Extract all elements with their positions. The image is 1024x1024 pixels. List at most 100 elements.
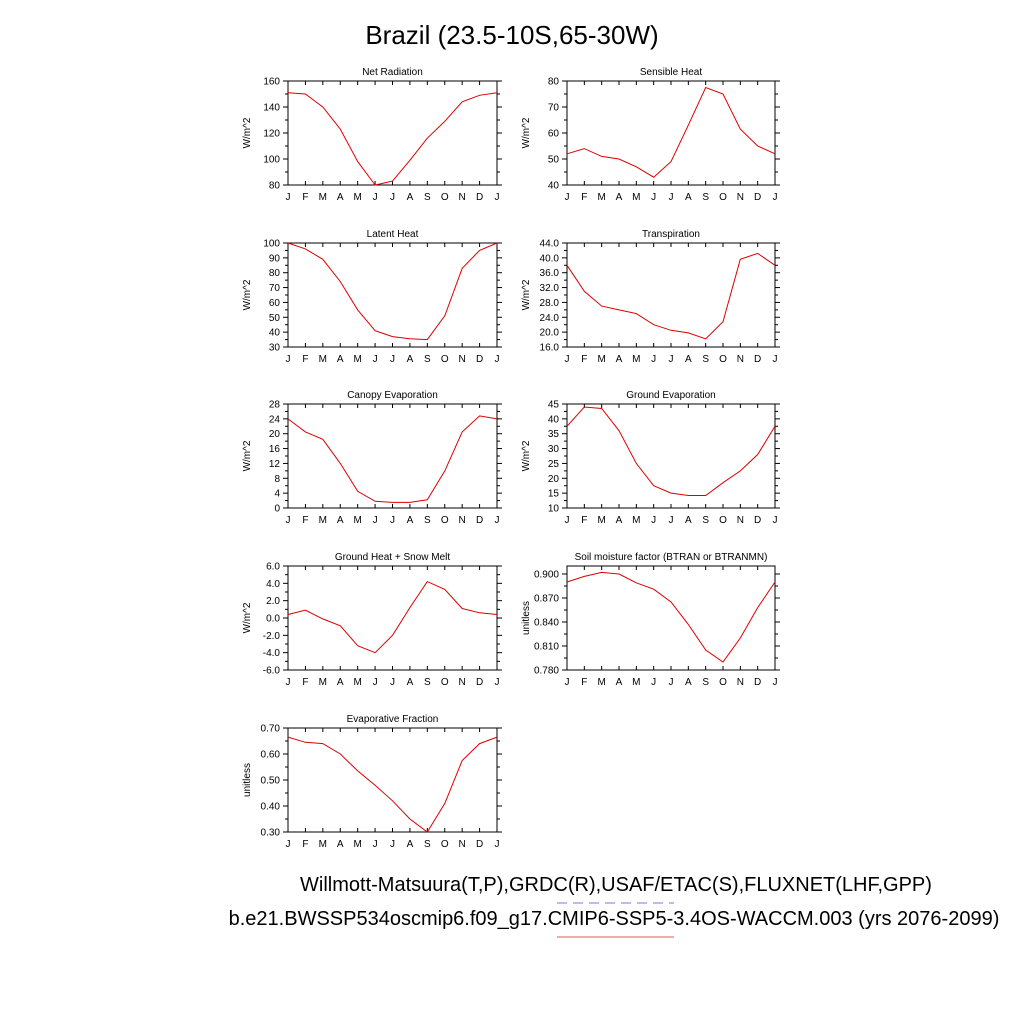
ground-heat-snow-melt-plot-frame (287, 565, 498, 671)
latent-heat-xtick-label: N (459, 354, 466, 365)
soil-moisture-factor-btran-or-btranmn-xtick-label: J (773, 677, 778, 688)
evaporative-fraction-ylabel: unitless (242, 763, 253, 797)
ground-heat-snow-melt-xtick-label: D (476, 677, 483, 688)
sensible-heat-ytick-label: 40 (548, 181, 560, 192)
ground-evaporation-ytick-label: 45 (548, 400, 560, 411)
transpiration-series-line (566, 252, 776, 340)
latent-heat-xtick-label: O (441, 354, 449, 365)
soil-moisture-factor-btran-or-btranmn-xtick-label: J (669, 677, 674, 688)
ground-evaporation-xtick-label: J (651, 515, 656, 526)
net-radiation-series-line (287, 92, 498, 186)
canopy-evaporation-title: Canopy Evaporation (347, 390, 438, 401)
ground-heat-snow-melt-xtick-label: O (441, 677, 449, 688)
canopy-evaporation-xtick-label: A (337, 515, 344, 526)
soil-moisture-factor-btran-or-btranmn-xtick-label: A (685, 677, 692, 688)
canopy-evaporation-xtick-label: J (495, 515, 500, 526)
latent-heat-xtick-label: J (286, 354, 291, 365)
transpiration-ytick-label: 44.0 (540, 239, 560, 250)
transpiration-xtick-label: N (737, 354, 744, 365)
ground-evaporation-xtick-label: D (754, 515, 761, 526)
latent-heat-title: Latent Heat (367, 229, 419, 240)
evaporative-fraction-xtick-label: A (337, 839, 344, 850)
ground-evaporation-xtick-label: O (719, 515, 727, 526)
transpiration-ylabel: W/m^2 (521, 279, 532, 310)
net-radiation-xtick-label: A (337, 192, 344, 203)
canopy-evaporation-ytick-label: 24 (269, 414, 281, 425)
transpiration-xtick-label: M (597, 354, 605, 365)
soil-moisture-factor-btran-or-btranmn-xtick-label: M (597, 677, 605, 688)
latent-heat-xtick-label: M (319, 354, 327, 365)
net-radiation-xtick-label: J (286, 192, 291, 203)
canopy-evaporation-ytick-label: 20 (269, 429, 281, 440)
latent-heat-xtick-label: M (353, 354, 361, 365)
soil-moisture-factor-btran-or-btranmn-ytick-label: 0.780 (534, 666, 559, 677)
evaporative-fraction-xtick-label: D (476, 839, 483, 850)
sensible-heat-ylabel: W/m^2 (521, 117, 532, 148)
latent-heat-xtick-label: A (407, 354, 414, 365)
evaporative-fraction-ytick-label: 0.40 (261, 802, 281, 813)
ground-evaporation-title: Ground Evaporation (626, 390, 716, 401)
sensible-heat-series-line (566, 86, 776, 178)
sensible-heat-xtick-label: M (597, 192, 605, 203)
transpiration-xtick-label: M (632, 354, 640, 365)
evaporative-fraction-series-line (287, 736, 498, 833)
transpiration-xtick-label: F (581, 354, 587, 365)
latent-heat-xtick-label: J (495, 354, 500, 365)
soil-moisture-factor-btran-or-btranmn-ytick-label: 0.900 (534, 570, 559, 581)
soil-moisture-factor-btran-or-btranmn-plot-frame (566, 565, 776, 671)
transpiration-xtick-label: S (702, 354, 709, 365)
ground-evaporation-ytick-label: 15 (548, 489, 560, 500)
canopy-evaporation-xtick-label: J (286, 515, 291, 526)
sensible-heat-xtick-label: N (737, 192, 744, 203)
ground-evaporation-xtick-label: F (581, 515, 587, 526)
ground-evaporation-ytick-label: 10 (548, 504, 560, 515)
net-radiation-xtick-label: J (495, 192, 500, 203)
ground-heat-snow-melt-ytick-label: 2.0 (266, 596, 280, 607)
latent-heat-xtick-label: S (424, 354, 431, 365)
sensible-heat-xtick-label: O (719, 192, 727, 203)
ground-evaporation-xtick-label: N (737, 515, 744, 526)
ground-heat-snow-melt-xtick-label: N (459, 677, 466, 688)
ground-heat-snow-melt-xtick-label: M (353, 677, 361, 688)
ground-evaporation-xtick-label: M (632, 515, 640, 526)
canopy-evaporation-xtick-label: J (390, 515, 395, 526)
soil-moisture-factor-btran-or-btranmn-xtick-label: A (616, 677, 623, 688)
net-radiation-xtick-label: S (424, 192, 431, 203)
latent-heat-ytick-label: 30 (269, 343, 281, 354)
ground-heat-snow-melt-xtick-label: F (302, 677, 308, 688)
canopy-evaporation-xtick-label: D (476, 515, 483, 526)
latent-heat-xtick-label: J (390, 354, 395, 365)
latent-heat-xtick-label: D (476, 354, 483, 365)
sensible-heat-xtick-label: A (616, 192, 623, 203)
transpiration-title: Transpiration (642, 229, 700, 240)
ground-evaporation-xtick-label: J (565, 515, 570, 526)
net-radiation-xtick-label: D (476, 192, 483, 203)
latent-heat-ytick-label: 40 (269, 328, 281, 339)
panel-soil-moisture-factor-btran-or-btranmn: Soil moisture factor (BTRAN or BTRANMN) J… (521, 552, 780, 688)
transpiration-ytick-label: 24.0 (540, 313, 560, 324)
transpiration-ytick-label: 40.0 (540, 253, 560, 264)
canopy-evaporation-ytick-label: 4 (274, 489, 280, 500)
transpiration-xtick-label: J (773, 354, 778, 365)
canopy-evaporation-xtick-label: M (353, 515, 361, 526)
ground-heat-snow-melt-xtick-label: S (424, 677, 431, 688)
sensible-heat-xtick-label: F (581, 192, 587, 203)
latent-heat-ytick-label: 70 (269, 283, 281, 294)
net-radiation-xtick-label: F (302, 192, 308, 203)
net-radiation-plot-frame (287, 80, 498, 186)
ground-heat-snow-melt-ytick-label: 6.0 (266, 562, 280, 573)
transpiration-xtick-label: J (651, 354, 656, 365)
canopy-evaporation-ylabel: W/m^2 (242, 440, 253, 471)
ground-evaporation-ytick-label: 25 (548, 459, 560, 470)
ground-heat-snow-melt-xtick-label: J (390, 677, 395, 688)
ground-heat-snow-melt-ytick-label: -2.0 (263, 631, 281, 642)
soil-moisture-factor-btran-or-btranmn-ytick-label: 0.840 (534, 618, 559, 629)
sensible-heat-xtick-label: S (702, 192, 709, 203)
